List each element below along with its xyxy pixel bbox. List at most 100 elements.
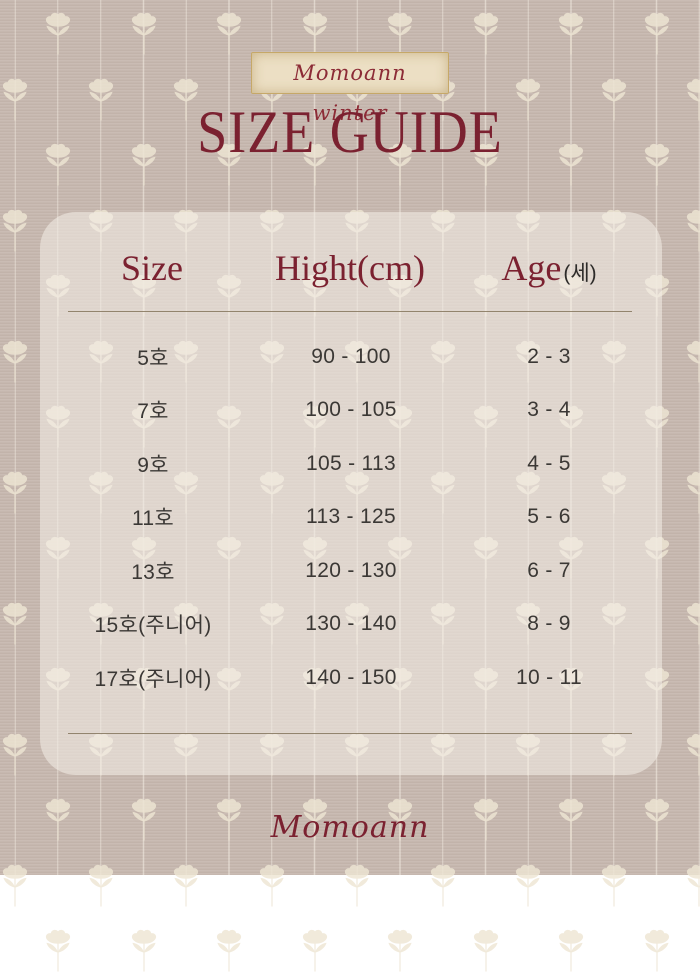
flower-icon — [558, 929, 584, 972]
age-cell: 2 - 3 — [527, 344, 571, 368]
column-header-age: Age(세) — [436, 247, 662, 289]
flower-icon — [3, 733, 28, 775]
table-row: 17호(주니어) 140 - 150 10 - 11 — [40, 651, 662, 705]
flower-icon — [601, 864, 626, 906]
table-row: 7호 100 - 105 3 - 4 — [40, 384, 662, 438]
flower-icon — [430, 864, 455, 906]
column-header-age-suffix: (세) — [563, 262, 597, 285]
column-header-size: Size — [40, 247, 266, 289]
age-cell: 6 - 7 — [527, 558, 571, 582]
column-header-age-label: Age — [501, 248, 562, 288]
size-cell: 5호 — [137, 346, 169, 370]
flower-icon — [216, 143, 242, 186]
flower-icon — [387, 798, 413, 841]
flower-icon — [131, 798, 156, 841]
header-divider-line — [68, 311, 632, 312]
height-cell: 105 - 113 — [306, 451, 396, 475]
size-cell: 15호(주니어) — [94, 614, 212, 638]
size-cell: 7호 — [137, 400, 169, 424]
table-row: 9호 105 - 113 4 - 5 — [40, 437, 662, 491]
height-cell: 90 - 100 — [311, 344, 391, 368]
flower-icon — [302, 143, 327, 186]
age-cell: 3 - 4 — [527, 398, 571, 422]
flower-icon — [45, 929, 71, 972]
age-cell: 5 - 6 — [527, 505, 571, 529]
flower-icon — [473, 798, 498, 841]
flower-icon — [216, 929, 242, 972]
table-row: 15호(주니어) 130 - 140 8 - 9 — [40, 598, 662, 652]
flower-icon — [687, 340, 700, 382]
flower-icon — [302, 798, 327, 841]
flower-icon — [687, 864, 700, 906]
flower-icon — [387, 929, 413, 972]
flower-icon — [687, 209, 700, 251]
height-cell: 120 - 130 — [305, 558, 397, 582]
flower-icon — [88, 78, 113, 120]
flower-icon — [45, 798, 71, 841]
flower-icon — [473, 143, 498, 186]
flower-icon — [601, 78, 626, 120]
height-cell: 113 - 125 — [306, 505, 396, 529]
brand-badge-label: Momoann winter — [293, 61, 407, 125]
flower-icon — [131, 143, 156, 186]
flower-icon — [302, 12, 327, 55]
size-cell: 13호 — [131, 560, 175, 584]
footer-divider-line — [68, 733, 632, 734]
flower-icon — [3, 471, 28, 513]
size-cell: 11호 — [131, 507, 175, 531]
flower-icon — [558, 143, 584, 186]
age-cell: 4 - 5 — [527, 451, 571, 475]
flower-icon — [387, 143, 413, 186]
table-row: 13호 120 - 130 6 - 7 — [40, 544, 662, 598]
flower-icon — [687, 733, 700, 775]
flower-icon — [644, 12, 669, 55]
flower-icon — [45, 12, 71, 55]
age-cell: 8 - 9 — [527, 612, 571, 636]
flower-icon — [174, 864, 199, 906]
flower-icon — [45, 143, 71, 186]
flower-icon — [473, 12, 498, 55]
size-cell: 17호(주니어) — [94, 667, 212, 691]
flower-icon — [516, 78, 541, 120]
brand-badge: Momoann winter — [251, 52, 449, 125]
height-cell: 100 - 105 — [305, 398, 397, 422]
flower-icon — [216, 12, 242, 55]
flower-icon — [516, 864, 541, 906]
column-header-size-label: Size — [121, 248, 183, 288]
flower-icon — [644, 143, 669, 186]
flower-icon — [216, 798, 242, 841]
flower-icon — [174, 78, 199, 120]
size-guide-panel: Size Hight(cm) Age(세) 5호 90 - 100 2 - 3 … — [40, 212, 662, 775]
flower-icon — [687, 602, 700, 644]
height-cell: 140 - 150 — [305, 665, 397, 689]
flower-icon — [131, 929, 156, 972]
flower-icon — [644, 929, 669, 972]
column-header-height-label: Hight(cm) — [275, 248, 425, 288]
flower-icon — [644, 798, 669, 841]
flower-icon — [387, 12, 413, 55]
flower-icon — [3, 209, 28, 251]
table-row: 11호 113 - 125 5 - 6 — [40, 491, 662, 545]
table-header-row: Size Hight(cm) Age(세) — [40, 240, 662, 296]
table-body: 5호 90 - 100 2 - 3 7호 100 - 105 3 - 4 9호 … — [40, 330, 662, 705]
flower-icon — [3, 78, 28, 120]
flower-icon — [3, 864, 28, 906]
flower-icon — [473, 929, 498, 972]
flower-icon — [558, 798, 584, 841]
flower-icon — [558, 12, 584, 55]
table-row: 5호 90 - 100 2 - 3 — [40, 330, 662, 384]
page-title: SIZE GUIDE — [197, 98, 503, 166]
flower-icon — [259, 864, 284, 906]
age-cell: 10 - 11 — [516, 665, 582, 689]
flower-icon — [88, 864, 113, 906]
height-cell: 130 - 140 — [305, 612, 397, 636]
column-header-height: Hight(cm) — [266, 247, 436, 289]
flower-icon — [3, 602, 28, 644]
flower-icon — [3, 340, 28, 382]
size-cell: 9호 — [137, 453, 169, 477]
flower-icon — [302, 929, 327, 972]
brand-logo: Momoann — [270, 810, 430, 845]
flower-icon — [687, 471, 700, 513]
flower-icon — [131, 12, 156, 55]
flower-icon — [345, 864, 370, 906]
